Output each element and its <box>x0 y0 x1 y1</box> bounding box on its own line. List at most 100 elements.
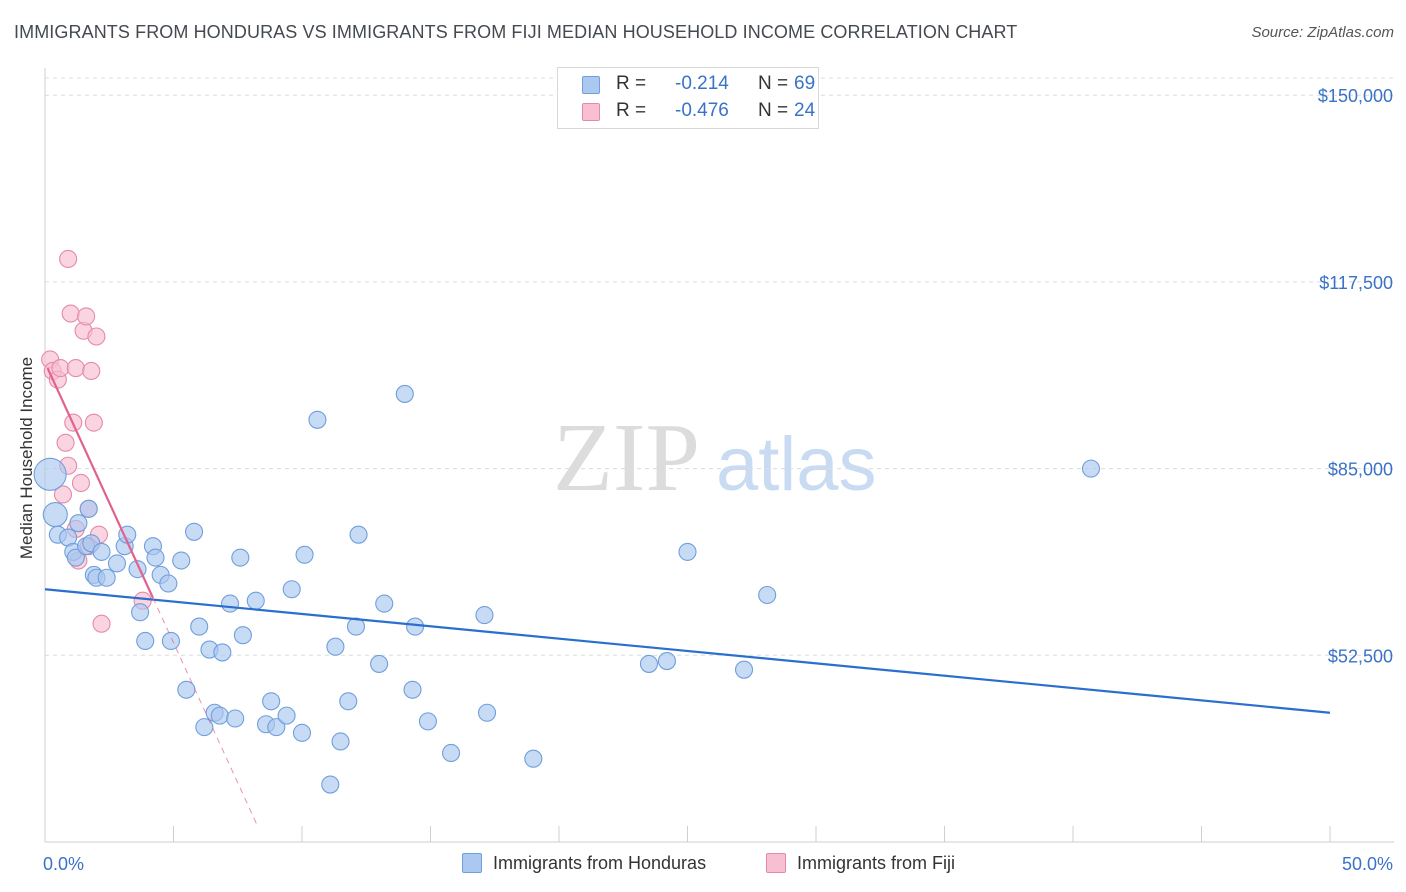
watermark-zip: ZIP <box>553 404 700 512</box>
watermark-atlas: atlas <box>716 422 877 507</box>
honduras-point <box>639 654 659 673</box>
honduras-point <box>97 568 116 587</box>
legend-label-fiji: Immigrants from Fiji <box>797 853 956 873</box>
fiji-point <box>56 433 75 452</box>
x-tick-label: 0.0% <box>43 854 84 874</box>
legend-swatch-fiji <box>766 853 786 873</box>
r-label: R = <box>616 73 647 94</box>
honduras-point <box>246 591 265 610</box>
honduras-point <box>295 545 314 564</box>
axes <box>44 68 1394 843</box>
legend-swatch-honduras <box>462 853 482 873</box>
fiji-point <box>77 307 96 326</box>
honduras-point <box>418 712 437 731</box>
r-label: R = <box>616 100 647 121</box>
fiji-n-value: 24 <box>794 100 816 121</box>
honduras-point <box>220 594 240 613</box>
honduras-point <box>734 660 754 679</box>
fiji-trend-line <box>46 367 154 599</box>
legend-label-honduras: Immigrants from Honduras <box>493 853 707 873</box>
honduras-point <box>146 548 165 567</box>
honduras-point <box>758 585 777 605</box>
honduras-point <box>321 775 340 794</box>
honduras-point <box>524 749 543 768</box>
y-tick-label: $150,000 <box>1318 86 1393 106</box>
fiji-point <box>92 614 111 633</box>
fiji-trend-extension <box>152 597 259 828</box>
honduras-point <box>475 606 494 625</box>
honduras-point <box>262 692 281 711</box>
honduras-point <box>370 654 389 673</box>
honduras-trend-line <box>44 588 1331 714</box>
fiji-point <box>66 359 85 378</box>
honduras-point <box>42 502 68 528</box>
honduras-point <box>477 703 497 722</box>
honduras-n-value: 69 <box>794 73 816 94</box>
trend-lines <box>44 367 1331 828</box>
honduras-point <box>267 718 286 737</box>
honduras-point <box>33 457 67 491</box>
honduras-point <box>331 732 350 751</box>
honduras-point <box>292 723 312 742</box>
honduras-point <box>282 580 301 599</box>
fiji-point <box>87 327 106 346</box>
honduras-r-value: -0.214 <box>675 73 729 94</box>
chart-title: IMMIGRANTS FROM HONDURAS VS IMMIGRANTS F… <box>14 22 1018 42</box>
honduras-point <box>213 643 232 662</box>
honduras-point <box>107 554 127 573</box>
honduras-point <box>406 617 425 636</box>
honduras-point <box>177 680 196 699</box>
y-axis-label: Median Household Income <box>17 356 36 560</box>
honduras-point <box>326 637 345 656</box>
fiji-point <box>84 413 103 432</box>
honduras-point <box>403 680 422 699</box>
honduras-point <box>277 706 296 725</box>
honduras-point <box>172 551 191 570</box>
honduras-point <box>190 617 209 636</box>
fiji-point <box>53 485 73 504</box>
source-label: Source: ZipAtlas.com <box>1251 24 1394 41</box>
honduras-point <box>79 499 98 518</box>
honduras-point <box>678 542 697 561</box>
honduras-point <box>131 603 150 622</box>
honduras-point <box>185 522 204 541</box>
honduras-point <box>233 626 252 645</box>
y-tick-label: $117,500 <box>1319 273 1393 293</box>
watermark: ZIP atlas <box>553 404 877 512</box>
honduras-point <box>308 410 327 429</box>
honduras-point <box>226 709 245 728</box>
fiji-point <box>51 359 70 378</box>
stats-box: R = -0.214 N = 69 R = -0.476 N = 24 <box>557 67 819 129</box>
honduras-point <box>161 631 180 650</box>
n-label: N = <box>758 100 789 121</box>
honduras-point <box>195 718 214 737</box>
honduras-swatch <box>582 76 600 94</box>
fiji-r-value: -0.476 <box>675 100 729 121</box>
fiji-point <box>59 249 78 268</box>
gridlines <box>45 77 1394 656</box>
fiji-swatch <box>582 103 600 121</box>
honduras-point <box>136 631 155 650</box>
x-tick-labels: 0.0% 50.0% <box>43 854 1393 874</box>
x-tick-label: 50.0% <box>1342 854 1393 874</box>
honduras-point <box>210 706 229 725</box>
honduras-point <box>159 574 178 593</box>
honduras-point <box>231 548 250 567</box>
honduras-point <box>442 743 461 763</box>
fiji-point <box>71 473 91 493</box>
fiji-point <box>82 361 101 381</box>
y-tick-label: $52,500 <box>1328 646 1393 666</box>
honduras-point <box>395 384 414 403</box>
honduras-point <box>657 652 676 671</box>
y-tick-labels: $52,500 $85,000 $117,500 $150,000 <box>1318 86 1393 666</box>
honduras-point <box>1081 459 1101 478</box>
honduras-point <box>69 514 88 533</box>
honduras-points <box>33 384 1101 794</box>
fiji-point <box>61 304 80 323</box>
honduras-point <box>349 525 368 544</box>
y-tick-label: $85,000 <box>1328 460 1393 480</box>
honduras-point <box>92 542 111 561</box>
honduras-point <box>375 594 394 613</box>
n-label: N = <box>758 73 789 94</box>
